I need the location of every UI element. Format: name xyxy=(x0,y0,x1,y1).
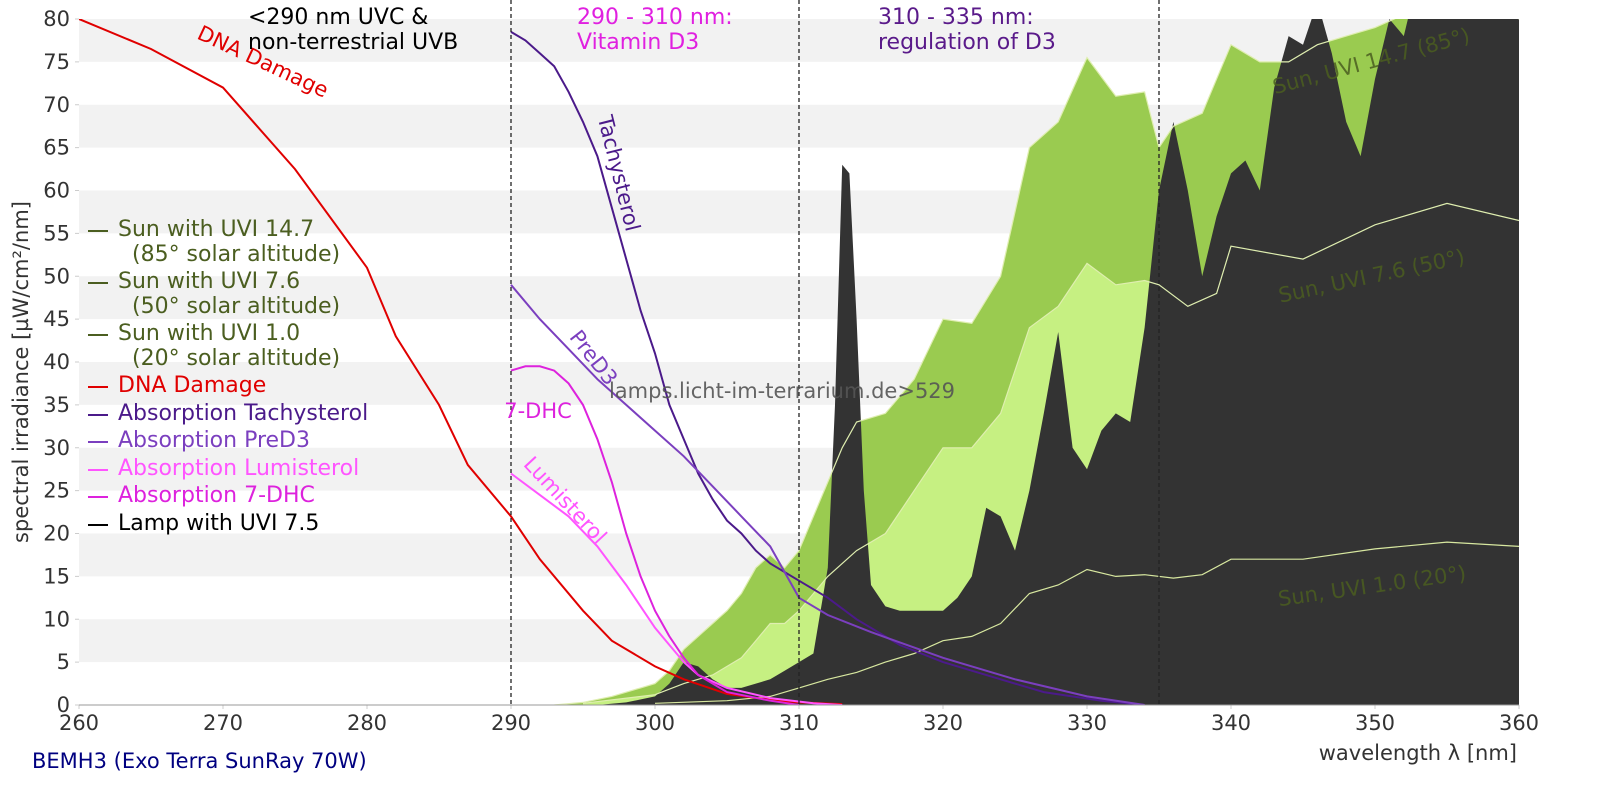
x-tick-label: 280 xyxy=(347,711,387,735)
legend-swatch xyxy=(88,334,108,336)
y-tick-label: 30 xyxy=(43,436,70,460)
x-tick-label: 350 xyxy=(1355,711,1395,735)
absorption-curve xyxy=(79,19,843,705)
y-tick-label: 40 xyxy=(43,350,70,374)
y-tick-label: 15 xyxy=(43,564,70,588)
y-tick-label: 20 xyxy=(43,522,70,546)
region-label: <290 nm UVC & non-terrestrial UVB xyxy=(248,5,459,55)
x-tick-label: 260 xyxy=(59,711,99,735)
x-tick-label: 270 xyxy=(203,711,243,735)
y-tick-label: 55 xyxy=(43,221,70,245)
y-tick-label: 75 xyxy=(43,50,70,74)
y-tick-label: 0 xyxy=(57,693,70,717)
legend-entry: Sun with UVI 7.6 (50° solar altitude) xyxy=(88,269,368,319)
watermark: lamps.licht-im-terrarium.de>529 xyxy=(609,379,955,403)
footer: BEMH3 (Exo Terra SunRay 70W) xyxy=(32,749,367,773)
legend-entry: Sun with UVI 1.0 (20° solar altitude) xyxy=(88,321,368,371)
sun-line xyxy=(654,541,1519,704)
y-tick-label: 60 xyxy=(43,179,70,203)
y-tick-label: 45 xyxy=(43,307,70,331)
y-tick-label: 80 xyxy=(43,7,70,31)
x-tick-label: 320 xyxy=(923,711,963,735)
legend-swatch xyxy=(88,413,108,416)
legend-swatch xyxy=(88,441,108,443)
y-tick-label: 70 xyxy=(43,93,70,117)
region-label: 290 - 310 nm: Vitamin D3 xyxy=(577,5,733,55)
curve-label: 7-DHC xyxy=(504,399,572,423)
legend-swatch xyxy=(88,468,108,471)
y-tick-label: 25 xyxy=(43,479,70,503)
legend-entry: Absorption PreD3 xyxy=(88,428,368,454)
legend-entry: DNA Damage xyxy=(88,373,368,399)
legend-swatch xyxy=(88,230,108,232)
y-tick-label: 50 xyxy=(43,264,70,288)
legend-entry: Lamp with UVI 7.5 xyxy=(88,511,368,537)
y-tick-label: 5 xyxy=(57,650,70,674)
x-tick-label: 340 xyxy=(1211,711,1251,735)
legend-entry: Absorption Tachysterol xyxy=(88,401,368,427)
absorption-curve xyxy=(510,365,800,705)
absorption-curve xyxy=(510,284,1145,705)
plot-area xyxy=(79,19,1519,705)
x-tick-label: 300 xyxy=(635,711,675,735)
legend-swatch xyxy=(88,282,108,284)
sun-line xyxy=(582,202,1519,704)
x-axis-label: wavelength λ [nm] xyxy=(1319,741,1517,765)
grid-band xyxy=(79,19,1519,62)
region-label: 310 - 335 nm: regulation of D3 xyxy=(878,5,1056,55)
absorption-curve xyxy=(510,31,1145,705)
area xyxy=(597,19,1519,705)
y-tick-label: 10 xyxy=(43,607,70,631)
x-tick-label: 310 xyxy=(779,711,819,735)
legend-swatch xyxy=(88,386,108,388)
x-tick-label: 330 xyxy=(1067,711,1107,735)
x-tick-label: 290 xyxy=(491,711,531,735)
legend-swatch xyxy=(88,496,108,498)
legend-swatch xyxy=(88,523,108,526)
legend-entry: Absorption Lumisterol xyxy=(88,456,368,482)
x-tick-label: 360 xyxy=(1499,711,1539,735)
legend-entry: Sun with UVI 14.7 (85° solar altitude) xyxy=(88,217,368,267)
absorption-curve xyxy=(510,472,843,705)
legend: Sun with UVI 14.7 (85° solar altitude) Su… xyxy=(88,217,368,539)
y-tick-label: 65 xyxy=(43,136,70,160)
y-tick-label: 35 xyxy=(43,393,70,417)
legend-entry: Absorption 7-DHC xyxy=(88,483,368,509)
sun-line xyxy=(554,19,1519,705)
y-axis-label: spectral irradiance [µW/cm²/nm] xyxy=(9,201,33,543)
